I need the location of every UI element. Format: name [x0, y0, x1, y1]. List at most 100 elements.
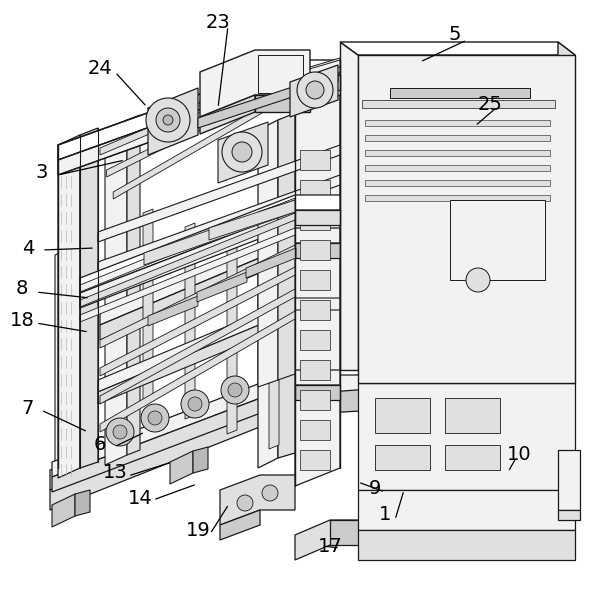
- Polygon shape: [58, 75, 295, 175]
- Text: 9: 9: [369, 478, 381, 498]
- Polygon shape: [295, 210, 340, 225]
- Text: 1: 1: [379, 505, 391, 525]
- Bar: [300, 390, 330, 410]
- Polygon shape: [100, 245, 295, 348]
- Polygon shape: [113, 87, 295, 199]
- Bar: [445, 398, 500, 433]
- Polygon shape: [100, 65, 295, 155]
- Text: 14: 14: [128, 489, 152, 507]
- Polygon shape: [420, 429, 443, 462]
- Polygon shape: [365, 195, 550, 201]
- Text: 4: 4: [22, 239, 34, 257]
- Text: 13: 13: [103, 463, 128, 483]
- Bar: [445, 445, 500, 470]
- Polygon shape: [295, 75, 340, 90]
- Polygon shape: [170, 451, 193, 484]
- Polygon shape: [58, 135, 80, 478]
- Bar: [300, 150, 330, 170]
- Polygon shape: [98, 310, 295, 404]
- Bar: [300, 450, 330, 470]
- Polygon shape: [200, 95, 255, 134]
- Polygon shape: [358, 530, 575, 560]
- Bar: [300, 270, 330, 290]
- Polygon shape: [220, 510, 260, 540]
- Circle shape: [113, 425, 127, 439]
- Polygon shape: [245, 60, 340, 95]
- Polygon shape: [330, 520, 370, 545]
- Text: 10: 10: [506, 445, 531, 465]
- Polygon shape: [80, 228, 295, 322]
- Polygon shape: [100, 243, 295, 340]
- Polygon shape: [155, 65, 340, 122]
- Bar: [300, 180, 330, 200]
- Polygon shape: [98, 175, 340, 272]
- Text: 8: 8: [16, 279, 28, 299]
- Circle shape: [188, 397, 202, 411]
- Polygon shape: [80, 213, 295, 307]
- Polygon shape: [558, 42, 575, 383]
- Polygon shape: [185, 223, 195, 419]
- Circle shape: [237, 495, 253, 511]
- Bar: [300, 420, 330, 440]
- Polygon shape: [358, 490, 575, 530]
- Circle shape: [228, 383, 242, 397]
- Bar: [300, 240, 330, 260]
- Text: 3: 3: [36, 162, 48, 182]
- Polygon shape: [100, 228, 340, 325]
- Circle shape: [222, 132, 262, 172]
- Polygon shape: [340, 42, 575, 55]
- Circle shape: [181, 390, 209, 418]
- Polygon shape: [80, 128, 98, 468]
- Polygon shape: [148, 88, 198, 155]
- Polygon shape: [80, 195, 340, 293]
- Circle shape: [148, 411, 162, 425]
- Text: 5: 5: [449, 25, 461, 44]
- Circle shape: [297, 72, 333, 108]
- Polygon shape: [555, 375, 560, 403]
- Polygon shape: [278, 199, 295, 380]
- Polygon shape: [148, 296, 198, 326]
- Polygon shape: [258, 205, 278, 387]
- Polygon shape: [127, 115, 140, 455]
- Circle shape: [146, 98, 190, 142]
- Text: 25: 25: [478, 94, 502, 114]
- Text: 23: 23: [206, 13, 230, 31]
- Bar: [450, 200, 545, 280]
- Circle shape: [306, 81, 324, 99]
- Polygon shape: [100, 289, 295, 404]
- Polygon shape: [558, 450, 580, 510]
- Text: 18: 18: [9, 311, 34, 329]
- Circle shape: [156, 108, 180, 132]
- Polygon shape: [227, 238, 237, 434]
- Polygon shape: [52, 385, 295, 492]
- Polygon shape: [80, 210, 295, 308]
- Polygon shape: [246, 248, 296, 278]
- Polygon shape: [365, 135, 550, 141]
- Polygon shape: [365, 120, 550, 126]
- Polygon shape: [258, 120, 278, 468]
- Polygon shape: [209, 200, 295, 240]
- Polygon shape: [220, 475, 295, 525]
- Bar: [258, 55, 303, 93]
- Polygon shape: [255, 95, 310, 112]
- Polygon shape: [105, 120, 127, 465]
- Polygon shape: [269, 253, 279, 449]
- Polygon shape: [218, 122, 268, 183]
- Polygon shape: [365, 150, 550, 156]
- Polygon shape: [144, 200, 295, 265]
- Polygon shape: [198, 72, 338, 128]
- Text: 17: 17: [317, 537, 342, 555]
- Polygon shape: [305, 439, 328, 472]
- Circle shape: [262, 485, 278, 501]
- Polygon shape: [106, 76, 295, 177]
- Polygon shape: [290, 375, 555, 415]
- Circle shape: [163, 115, 173, 125]
- Polygon shape: [295, 95, 340, 486]
- Polygon shape: [50, 375, 555, 490]
- Text: 19: 19: [186, 522, 210, 540]
- Polygon shape: [295, 520, 370, 560]
- Bar: [375, 398, 430, 433]
- Polygon shape: [100, 267, 295, 376]
- Polygon shape: [143, 209, 153, 405]
- Circle shape: [232, 142, 252, 162]
